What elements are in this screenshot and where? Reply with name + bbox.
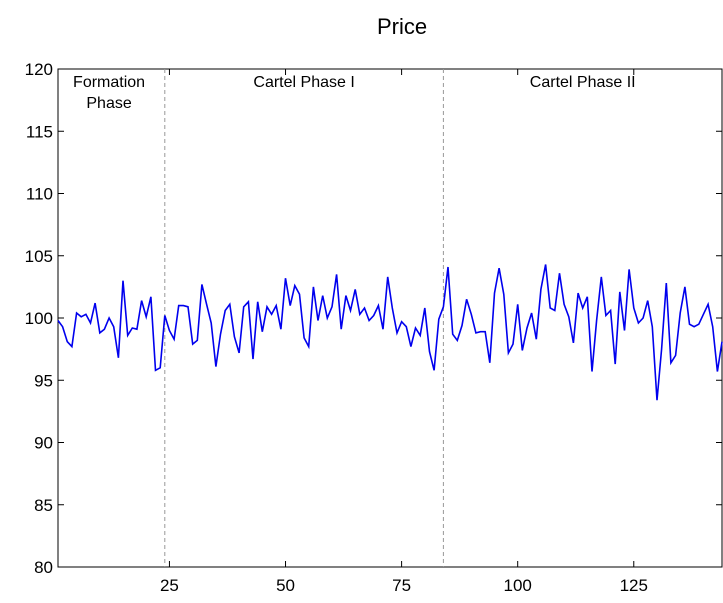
y-tick-label: 85 <box>34 496 53 515</box>
y-tick-label: 95 <box>34 371 53 390</box>
phase-label: Formation Phase <box>73 74 145 112</box>
x-tick-label: 50 <box>276 576 295 595</box>
phase-label-line: Formation <box>73 74 145 91</box>
x-tick-label: 75 <box>392 576 411 595</box>
y-tick-label: 80 <box>34 558 53 577</box>
y-tick-label: 115 <box>26 122 53 141</box>
y-axis: 80 85 90 95 100 105 110 115 120 <box>25 60 722 577</box>
y-tick-label: 110 <box>26 185 53 204</box>
phase-separators <box>164 69 444 567</box>
chart-title: Price <box>377 14 427 39</box>
x-axis: 25 50 75 100 125 <box>160 69 648 595</box>
phase-label-line: Cartel Phase I <box>253 74 354 91</box>
x-tick-label: 100 <box>504 576 532 595</box>
y-tick-label: 100 <box>25 309 53 328</box>
y-tick-label: 105 <box>25 247 53 266</box>
phase-label: Cartel Phase II <box>530 74 636 91</box>
y-tick-label: 120 <box>25 60 53 79</box>
phase-label-line: Cartel Phase II <box>530 74 636 91</box>
phase-label-line: Phase <box>86 95 131 112</box>
phase-label: Cartel Phase I <box>253 74 354 91</box>
x-tick-label: 25 <box>160 576 179 595</box>
y-tick-label: 90 <box>34 434 53 453</box>
phase-labels: Formation Phase Cartel Phase I Cartel Phase… <box>73 74 636 112</box>
price-series-line <box>57 264 723 401</box>
x-tick-label: 125 <box>620 576 648 595</box>
